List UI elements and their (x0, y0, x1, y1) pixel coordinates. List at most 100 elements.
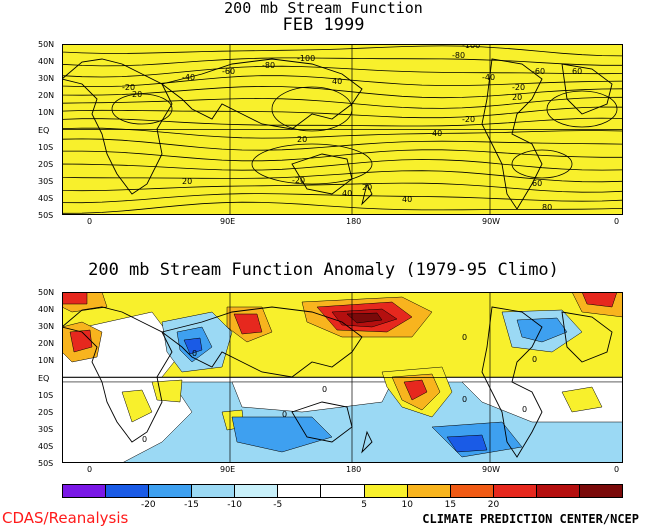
longitude-label: 90E (220, 465, 236, 474)
latitude-label: 20N (38, 339, 55, 349)
latitude-label: EQ (38, 373, 50, 383)
anomaly-region (581, 292, 618, 308)
contour-label: 80 (542, 203, 552, 212)
top-chart-title: 200 mb Stream Function (224, 0, 423, 17)
coastlines (62, 58, 613, 210)
colorbar-swatch (278, 485, 322, 497)
anomaly-shading (62, 292, 623, 463)
anomaly-region (69, 329, 93, 353)
colorbar-swatch (192, 485, 236, 497)
anomaly-region (183, 337, 203, 355)
contour-label: -20 (462, 115, 475, 124)
anomaly-region (403, 379, 428, 401)
latitude-label: 10S (38, 390, 54, 400)
contour-label: 0 (532, 355, 537, 364)
colorbar-tick-label: 15 (444, 500, 457, 510)
colorbar-swatch (235, 485, 279, 497)
latitude-label: 40S (38, 193, 54, 203)
anomaly-region (231, 416, 333, 453)
latitude-label: 30S (38, 176, 54, 186)
stream-function-map: -100-80-60-40-20204060-100-80-40-20-6020… (62, 44, 623, 215)
longitude-label: 90W (482, 465, 501, 474)
contour-label: 40 (332, 77, 342, 86)
contour-label: -40 (182, 73, 195, 82)
latitude-label: 20N (38, 91, 55, 101)
contour-labels: -100-80-60-40-20204060-100-80-40-20-6020… (122, 44, 582, 212)
colorbar-swatch (63, 485, 107, 497)
anomaly-chart-title: 200 mb Stream Function Anomaly (1979-95 … (88, 260, 559, 280)
latitude-label: 10S (38, 142, 54, 152)
latitude-label: 10N (38, 356, 55, 366)
colorbar-swatch (579, 485, 623, 497)
anomaly-region (121, 389, 153, 423)
anomaly-region (561, 386, 603, 413)
anomaly-region (446, 434, 488, 453)
latitude-label: 20S (38, 407, 54, 417)
colorbar-tick-label: -15 (184, 500, 199, 510)
latitude-label: 40N (38, 57, 55, 67)
colorbar-swatch (321, 485, 365, 497)
contour-label: -20 (292, 176, 305, 185)
colorbar-tick-label: 5 (361, 500, 367, 510)
latitude-label: 30N (38, 74, 55, 84)
latitude-label: 40N (38, 305, 55, 315)
data-source-label: CDAS/Reanalysis (2, 509, 129, 527)
contour-label: 20 (132, 90, 142, 99)
latitude-label: 30S (38, 424, 54, 434)
contour-label: 20 (297, 135, 307, 144)
colorbar-swatch (364, 485, 408, 497)
colorbar-swatch (450, 485, 494, 497)
longitude-label: 0 (87, 465, 93, 474)
top-chart-date: FEB 1999 (282, 15, 365, 35)
anomaly-region (233, 313, 263, 335)
contour-label: 60 (532, 179, 542, 188)
longitude-label: 0 (614, 217, 620, 226)
longitude-label: 0 (614, 465, 620, 474)
latitude-label: 40S (38, 441, 54, 451)
colorbar (62, 484, 623, 498)
contour-label: 40 (432, 129, 442, 138)
colorbar-tick-label: 10 (401, 500, 413, 510)
contour-label: -60 (222, 67, 235, 76)
longitude-label: 180 (346, 217, 362, 226)
stream-function-anomaly-map: 0 0 0 0 0 0 0 0 (62, 292, 623, 463)
contour-label: 0 (192, 349, 197, 358)
contour-label: 40 (342, 189, 352, 198)
contour-label: 20 (182, 177, 192, 186)
latitude-label: 50N (38, 40, 55, 49)
latitude-label: 50S (38, 459, 54, 468)
colorbar-tick-label: -20 (140, 500, 156, 510)
grid-lines (62, 44, 623, 215)
latitude-label: 20S (38, 159, 54, 169)
anomaly-region (516, 317, 568, 343)
grid-lines (62, 292, 623, 463)
colorbar-tick-label: -5 (273, 500, 283, 510)
contour-label: -20 (122, 83, 135, 92)
contour-label: -80 (452, 51, 465, 60)
colorbar-tick-label: 20 (487, 500, 500, 510)
longitude-label: 90W (482, 217, 501, 226)
contour-label: -60 (532, 67, 545, 76)
colorbar-swatch (106, 485, 150, 497)
latitude-label: 50N (38, 288, 55, 297)
colorbar-swatch (149, 485, 193, 497)
contour-label: 0 (142, 435, 147, 444)
contour-label: 0 (462, 395, 467, 404)
contour-label: 0 (322, 385, 327, 394)
contour-label: -100 (462, 44, 480, 50)
contour-label: -80 (262, 61, 275, 70)
contour-label: 60 (572, 67, 582, 76)
colorbar-swatch (407, 485, 451, 497)
anomaly-region (346, 312, 383, 324)
latitude-label: EQ (38, 125, 50, 135)
contour-label: -100 (297, 54, 315, 63)
colorbar-swatch (536, 485, 580, 497)
longitude-label: 90E (220, 217, 236, 226)
contour-label: -20 (512, 83, 525, 92)
contour-labels: 0 0 0 0 0 0 0 0 (142, 333, 537, 444)
contour-label: 20 (512, 93, 522, 102)
contour-label: 0 (282, 410, 287, 419)
latitude-label: 10N (38, 108, 55, 118)
contour-label: 40 (402, 195, 412, 204)
contour-label: 20 (362, 183, 372, 192)
